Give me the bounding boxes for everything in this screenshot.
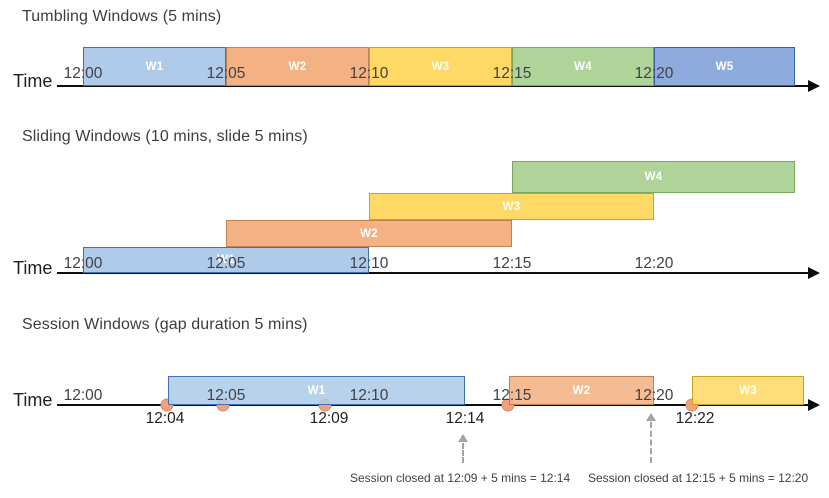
sliding-window-w2: W2 [226, 220, 512, 247]
sliding-tick-1200: 12:00 [63, 255, 103, 272]
session-axis-arrowhead-icon [808, 399, 820, 411]
window-label: W3 [739, 384, 757, 397]
window-label: W4 [574, 60, 592, 73]
session-close-arrow-2-icon [646, 413, 656, 463]
window-label: W3 [502, 200, 521, 213]
session-window-w1: W1 [168, 376, 465, 405]
event-label-1209: 12:09 [309, 410, 349, 427]
sliding-tick-1220: 12:20 [634, 255, 674, 272]
tumbling-window-w3: W3 [369, 47, 512, 86]
session-window-w3: W3 [692, 376, 804, 405]
window-label: W5 [715, 60, 734, 73]
tumbling-window-w2: W2 [226, 47, 369, 86]
session-tick-1210: 12:10 [349, 387, 389, 404]
tumbling-window-w1: W1 [83, 47, 226, 86]
window-label: W4 [644, 171, 663, 183]
session-close-annotation-1: Session closed at 12:09 + 5 mins = 12:14 [350, 471, 571, 485]
event-label-1222: 12:22 [675, 410, 715, 427]
tumbling-tick-1220: 12:20 [634, 65, 674, 82]
session-close-arrow-1-icon [458, 434, 468, 463]
arrow-dashed-line [650, 422, 652, 463]
session-tick-1215: 12:15 [492, 387, 532, 404]
session-tick-1220: 12:20 [634, 387, 674, 404]
tumbling-axis-arrowhead-icon [808, 80, 820, 92]
arrow-head-icon [646, 413, 656, 421]
tumbling-window-w4: W4 [512, 47, 654, 86]
window-label: W1 [307, 384, 326, 397]
tumbling-tick-1215: 12:15 [492, 65, 532, 82]
sliding-section-title: Sliding Windows (10 mins, slide 5 mins) [22, 128, 308, 145]
sliding-axis-arrowhead-icon [808, 267, 820, 279]
sliding-window-w1: W1 [83, 247, 369, 273]
tumbling-section-title: Tumbling Windows (5 mins) [22, 8, 222, 25]
sliding-window-w4: W4 [512, 161, 795, 193]
sliding-time-axis-label: Time [13, 258, 53, 278]
session-time-axis-label: Time [13, 390, 53, 410]
event-label-1204: 12:04 [145, 410, 185, 427]
tumbling-time-axis-label: Time [13, 71, 53, 91]
window-label: W2 [360, 227, 378, 240]
arrow-dashed-line [462, 443, 464, 463]
sliding-tick-1210: 12:10 [349, 255, 389, 272]
tumbling-time-axis [57, 85, 810, 87]
session-tick-1200: 12:00 [63, 387, 103, 404]
tumbling-tick-1205: 12:05 [206, 65, 246, 82]
sliding-time-axis [57, 272, 810, 274]
window-label: W1 [145, 60, 164, 73]
window-label: W1 [217, 254, 235, 266]
event-label-1214: 12:14 [445, 410, 485, 427]
session-close-annotation-2: Session closed at 12:15 + 5 mins = 12:20 [588, 471, 809, 485]
tumbling-tick-1200: 12:00 [63, 65, 103, 82]
sliding-tick-1215: 12:15 [492, 255, 532, 272]
arrow-head-icon [458, 434, 468, 442]
session-window-w2: W2 [509, 376, 654, 405]
tumbling-tick-1210: 12:10 [349, 65, 389, 82]
window-label: W2 [572, 384, 591, 397]
sliding-window-w3: W3 [369, 193, 654, 220]
session-time-axis [57, 404, 810, 406]
session-tick-1205: 12:05 [206, 387, 246, 404]
window-label: W3 [431, 60, 450, 73]
tumbling-window-w5: W5 [654, 47, 795, 86]
sliding-tick-1205: 12:05 [206, 255, 246, 272]
session-section-title: Session Windows (gap duration 5 mins) [22, 316, 308, 333]
window-label: W2 [288, 60, 307, 73]
